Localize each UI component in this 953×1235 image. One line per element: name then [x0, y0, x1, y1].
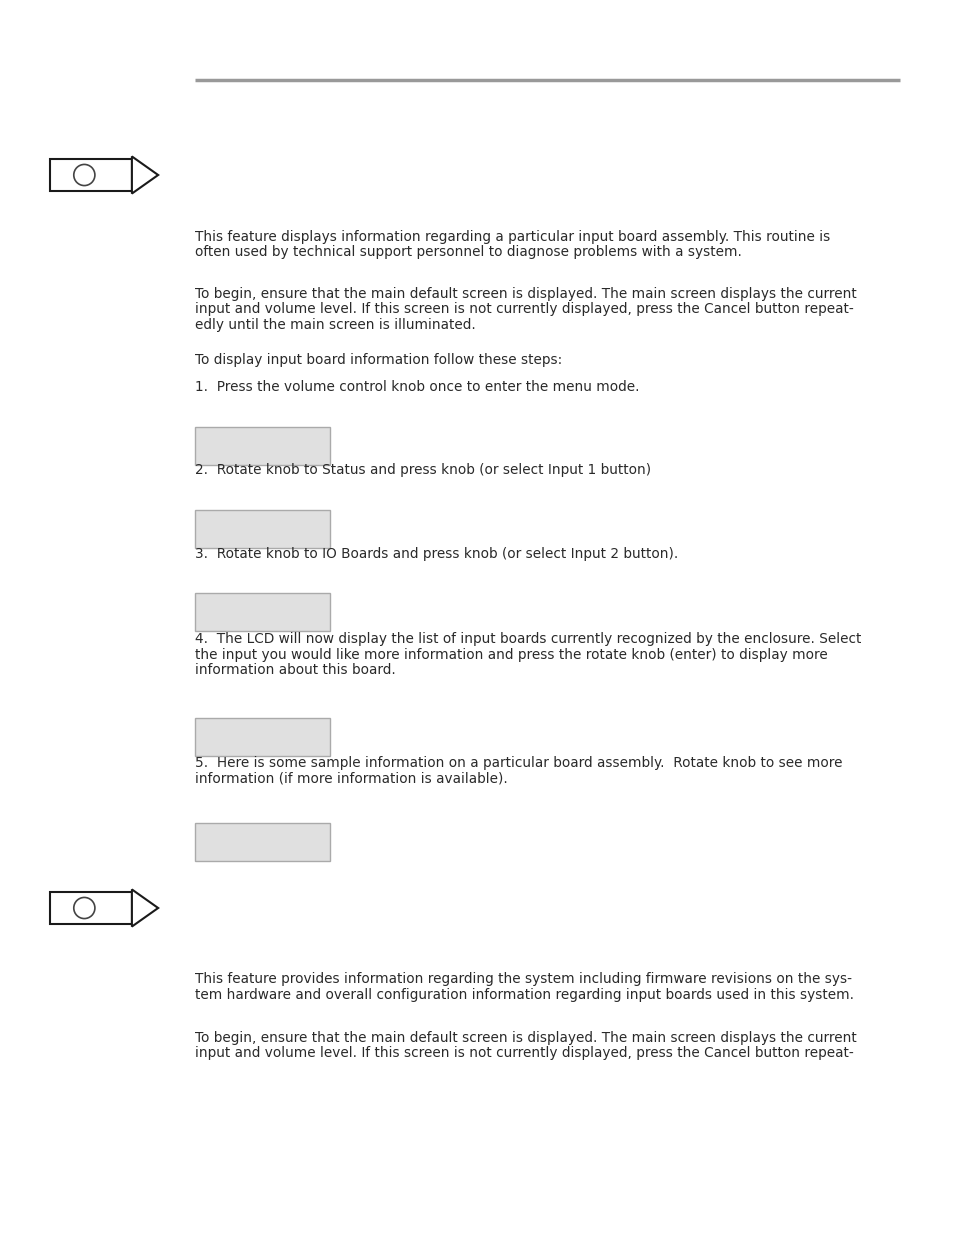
- Text: input and volume level. If this screen is not currently displayed, press the Can: input and volume level. If this screen i…: [194, 1046, 853, 1061]
- Text: input and volume level. If this screen is not currently displayed, press the Can: input and volume level. If this screen i…: [194, 303, 853, 316]
- Text: 2.  Rotate knob to Status and press knob (or select Input 1 button): 2. Rotate knob to Status and press knob …: [194, 463, 651, 477]
- Bar: [194, 593, 330, 631]
- Bar: [194, 823, 330, 861]
- Text: 4.  The LCD will now display the list of input boards currently recognized by th: 4. The LCD will now display the list of …: [194, 632, 861, 646]
- Polygon shape: [132, 157, 158, 194]
- Bar: [194, 427, 330, 466]
- Circle shape: [73, 898, 94, 919]
- Text: often used by technical support personnel to diagnose problems with a system.: often used by technical support personne…: [194, 246, 741, 259]
- Text: 5.  Here is some sample information on a particular board assembly.  Rotate knob: 5. Here is some sample information on a …: [194, 756, 841, 769]
- Bar: [194, 510, 330, 548]
- Text: 1.  Press the volume control knob once to enter the menu mode.: 1. Press the volume control knob once to…: [194, 380, 639, 394]
- Text: To begin, ensure that the main default screen is displayed. The main screen disp: To begin, ensure that the main default s…: [194, 1031, 856, 1045]
- Bar: [194, 718, 330, 756]
- Text: tem hardware and overall configuration information regarding input boards used i: tem hardware and overall configuration i…: [194, 988, 853, 1002]
- Polygon shape: [132, 889, 158, 926]
- Circle shape: [73, 164, 94, 185]
- Text: This feature displays information regarding a particular input board assembly. T: This feature displays information regard…: [194, 230, 829, 245]
- Text: This feature provides information regarding the system including firmware revisi: This feature provides information regard…: [194, 972, 851, 986]
- Bar: [50, 159, 132, 191]
- Bar: [50, 892, 132, 924]
- Text: edly until the main screen is illuminated.: edly until the main screen is illuminate…: [194, 317, 476, 332]
- Text: 3.  Rotate knob to IO Boards and press knob (or select Input 2 button).: 3. Rotate knob to IO Boards and press kn…: [194, 547, 678, 561]
- Text: information about this board.: information about this board.: [194, 663, 395, 677]
- Text: To display input board information follow these steps:: To display input board information follo…: [194, 353, 561, 367]
- Text: information (if more information is available).: information (if more information is avai…: [194, 772, 507, 785]
- Text: the input you would like more information and press the rotate knob (enter) to d: the input you would like more informatio…: [194, 647, 827, 662]
- Text: To begin, ensure that the main default screen is displayed. The main screen disp: To begin, ensure that the main default s…: [194, 287, 856, 301]
